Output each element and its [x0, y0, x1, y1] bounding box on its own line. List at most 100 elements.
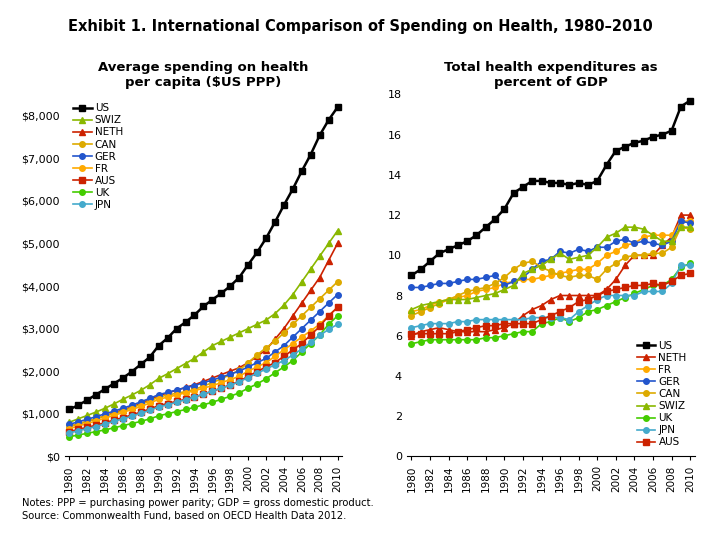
AUS — [109, 417, 118, 423]
JPN — [172, 399, 181, 406]
CAN — [324, 287, 333, 294]
JPN — [435, 320, 444, 327]
JPN — [190, 394, 199, 400]
NETH — [217, 372, 225, 378]
US — [546, 180, 555, 186]
SWIZ — [416, 302, 425, 309]
CAN — [416, 308, 425, 315]
CAN — [119, 408, 127, 414]
UK — [83, 430, 91, 436]
CAN — [91, 416, 100, 422]
FR — [181, 390, 190, 396]
AUS — [454, 328, 462, 335]
CAN — [537, 264, 546, 271]
NETH — [482, 328, 490, 335]
JPN — [119, 416, 127, 422]
SWIZ — [621, 224, 629, 231]
SWIZ — [639, 226, 648, 232]
FR — [163, 394, 172, 400]
UK — [649, 282, 657, 289]
US — [611, 147, 620, 154]
SWIZ — [261, 317, 270, 323]
GER — [65, 421, 73, 428]
GER — [235, 368, 243, 374]
JPN — [518, 316, 527, 323]
SWIZ — [537, 262, 546, 268]
NETH — [315, 274, 324, 281]
UK — [537, 320, 546, 327]
JPN — [509, 316, 518, 323]
UK — [324, 321, 333, 328]
CAN — [463, 288, 472, 295]
SWIZ — [500, 286, 508, 293]
FR — [426, 302, 434, 309]
US — [667, 127, 676, 134]
CAN — [74, 421, 83, 427]
SWIZ — [611, 230, 620, 237]
FR — [639, 234, 648, 240]
UK — [416, 339, 425, 345]
Text: Source: Commonwealth Fund, based on OECD Health Data 2012.: Source: Commonwealth Fund, based on OECD… — [22, 511, 346, 521]
NETH — [253, 353, 261, 360]
SWIZ — [407, 306, 415, 313]
NETH — [658, 242, 667, 248]
FR — [83, 420, 91, 427]
CAN — [289, 321, 297, 328]
CAN — [528, 258, 536, 265]
SWIZ — [630, 224, 639, 231]
JPN — [472, 316, 481, 323]
CAN — [593, 276, 602, 282]
FR — [217, 380, 225, 386]
JPN — [199, 391, 208, 397]
UK — [217, 396, 225, 402]
GER — [271, 349, 279, 355]
AUS — [556, 308, 564, 315]
FR — [172, 392, 181, 398]
NETH — [602, 286, 611, 293]
AUS — [463, 326, 472, 333]
GER — [454, 278, 462, 285]
GER — [145, 395, 154, 402]
CAN — [244, 360, 253, 366]
AUS — [333, 304, 342, 310]
CAN — [565, 274, 574, 281]
CAN — [575, 272, 583, 279]
JPN — [426, 320, 434, 327]
GER — [208, 377, 217, 383]
GER — [611, 238, 620, 245]
AUS — [217, 385, 225, 392]
US — [537, 178, 546, 184]
SWIZ — [454, 296, 462, 303]
JPN — [226, 382, 235, 388]
NETH — [518, 312, 527, 319]
GER — [621, 236, 629, 242]
AUS — [127, 412, 136, 418]
GER — [537, 258, 546, 265]
AUS — [593, 292, 602, 299]
SWIZ — [74, 416, 83, 422]
NETH — [279, 326, 288, 332]
US — [575, 180, 583, 186]
NETH — [101, 413, 109, 419]
GER — [667, 238, 676, 245]
SWIZ — [91, 409, 100, 415]
US — [261, 235, 270, 241]
JPN — [101, 421, 109, 427]
JPN — [639, 288, 648, 295]
GER — [565, 250, 574, 256]
SWIZ — [528, 266, 536, 273]
US — [119, 375, 127, 381]
US — [444, 246, 453, 253]
SWIZ — [83, 412, 91, 418]
SWIZ — [137, 387, 145, 394]
FR — [667, 232, 676, 239]
GER — [584, 248, 593, 254]
US — [307, 151, 315, 158]
AUS — [181, 396, 190, 402]
GER — [509, 278, 518, 285]
FR — [145, 400, 154, 406]
US — [565, 181, 574, 188]
US — [528, 178, 536, 184]
SWIZ — [518, 270, 527, 276]
NETH — [556, 292, 564, 299]
